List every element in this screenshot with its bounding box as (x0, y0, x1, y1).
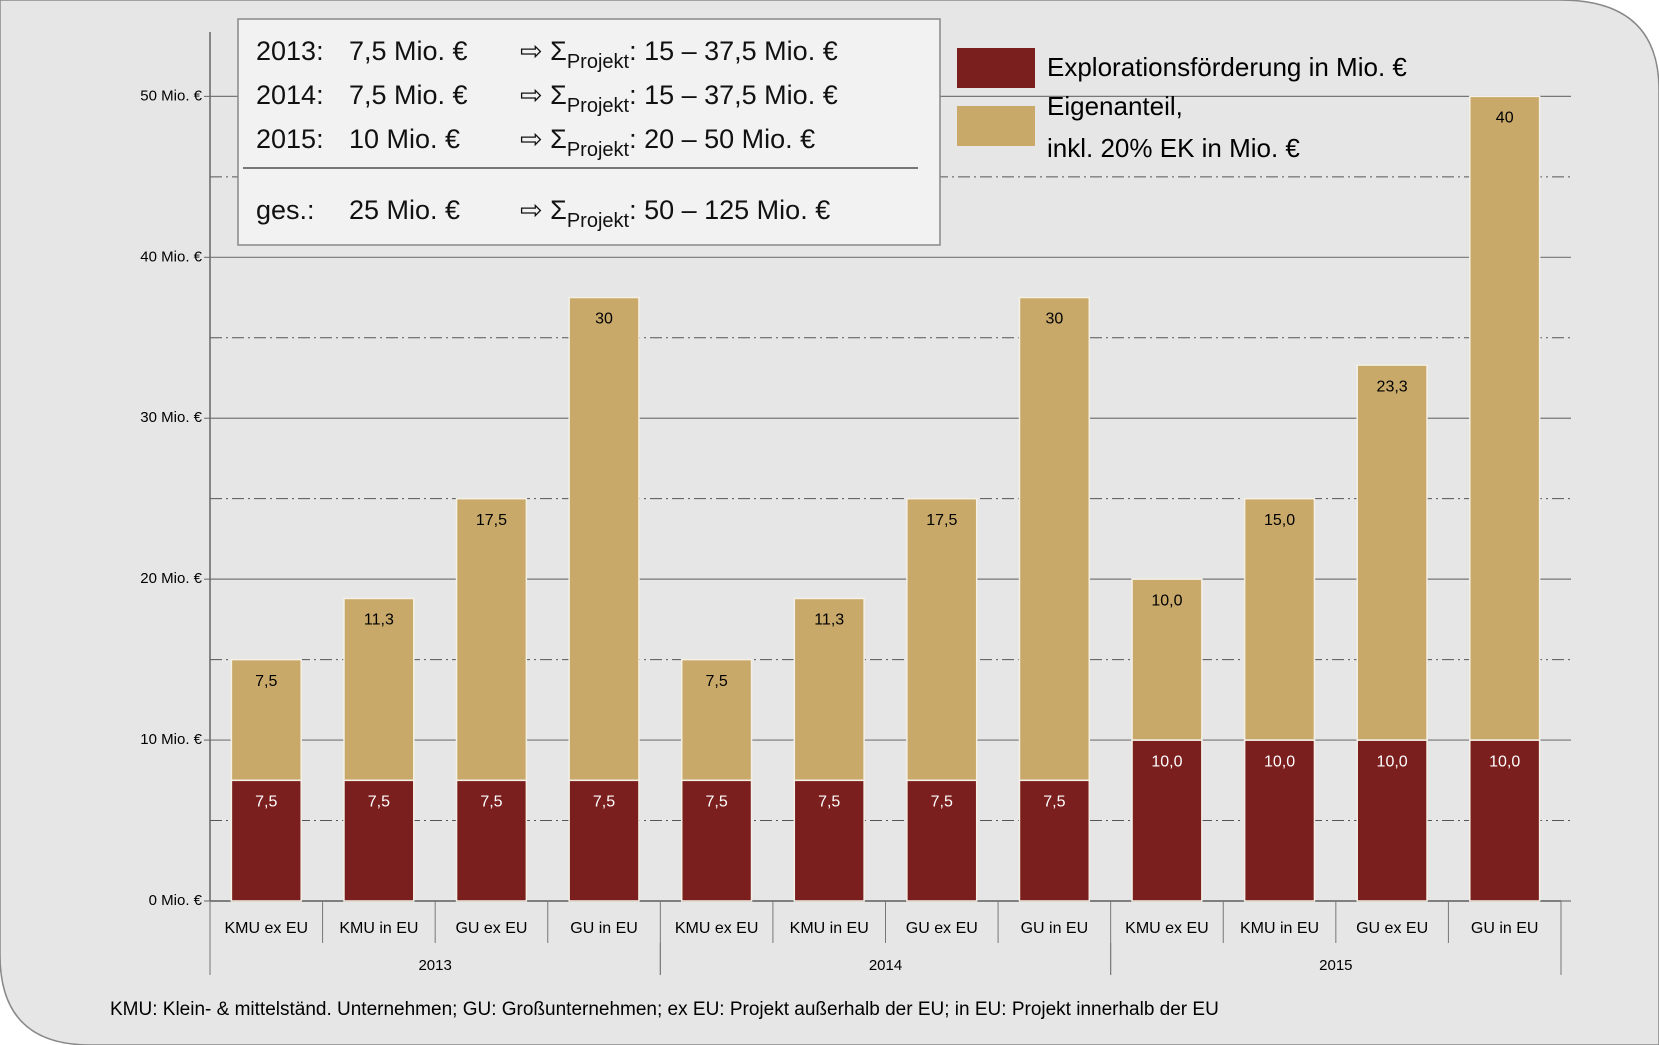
x-tick-label: GU ex EU (455, 920, 527, 937)
x-tick-label: GU in EU (1021, 920, 1089, 937)
info-sub: Projekt (567, 139, 630, 161)
x-tick-label: GU ex EU (1356, 920, 1428, 937)
info-sub: Projekt (567, 210, 630, 232)
legend-swatch (957, 48, 1035, 88)
bar-segment (230, 658, 302, 782)
value-label: 7,5 (593, 794, 615, 811)
bar-segment (568, 296, 640, 782)
bar-segment (906, 497, 978, 782)
value-label: 7,5 (255, 673, 277, 690)
legend-label: Explorationsförderung in Mio. € (1047, 52, 1407, 82)
group-label: 2015 (1319, 957, 1352, 974)
info-amount: 7,5 Mio. € (349, 80, 468, 110)
bar-segment (343, 779, 415, 902)
info-range: : 20 – 50 Mio. € (629, 124, 815, 154)
y-tick-label: 50 Mio. € (140, 87, 202, 104)
value-label: 10,0 (1489, 753, 1520, 770)
value-label: 17,5 (926, 512, 957, 529)
value-label: 23,3 (1377, 378, 1408, 395)
info-row: 2014: 7,5 Mio. € ⇨ ΣProjekt: 15 – 37,5 Mio… (256, 80, 838, 117)
bar-segment (1243, 497, 1316, 741)
value-label: 7,5 (1043, 794, 1065, 811)
info-year: 2015: (256, 124, 324, 154)
info-amount: 7,5 Mio. € (349, 36, 468, 66)
bar-segment (793, 779, 865, 902)
x-tick-label: KMU ex EU (1125, 920, 1209, 937)
value-label: 7,5 (706, 794, 728, 811)
value-label: 10,0 (1151, 753, 1182, 770)
info-range: : 15 – 37,5 Mio. € (629, 80, 838, 110)
bar-segment (1469, 739, 1541, 902)
value-label: 40 (1496, 110, 1514, 127)
group-label: 2013 (418, 957, 451, 974)
info-row: 2015: 10 Mio. € ⇨ ΣProjekt: 20 – 50 Mio. € (256, 124, 815, 161)
value-label: 15,0 (1264, 512, 1295, 529)
x-tick-label: KMU ex EU (675, 920, 759, 937)
value-label: 10,0 (1151, 592, 1182, 609)
x-tick-label: KMU in EU (790, 920, 869, 937)
info-year: 2013: (256, 36, 324, 66)
info-symbol: ⇨ Σ (520, 124, 567, 154)
value-label: 11,3 (364, 612, 394, 629)
info-amount: 25 Mio. € (349, 195, 460, 225)
value-label: 7,5 (706, 673, 728, 690)
value-label: 30 (595, 311, 613, 328)
info-sub: Projekt (567, 51, 630, 73)
info-year: ges.: (256, 195, 315, 225)
value-label: 17,5 (476, 512, 507, 529)
value-label: 30 (1045, 311, 1063, 328)
info-sub: Projekt (567, 95, 630, 117)
x-tick-label: GU in EU (570, 920, 638, 937)
y-tick-label: 10 Mio. € (140, 731, 202, 748)
info-symbol: ⇨ Σ (520, 36, 567, 66)
info-range: : 50 – 125 Mio. € (629, 195, 830, 225)
bar-segment (455, 779, 528, 902)
bar-segment (1356, 364, 1428, 741)
legend-label: inkl. 20% EK in Mio. € (1047, 133, 1300, 163)
bar-segment (568, 779, 640, 902)
info-row: 2013: 7,5 Mio. € ⇨ ΣProjekt: 15 – 37,5 Mio… (256, 36, 838, 73)
value-label: 7,5 (818, 794, 840, 811)
bar-segment (680, 658, 753, 782)
value-label: 7,5 (255, 794, 277, 811)
info-symbol: ⇨ Σ (520, 195, 567, 225)
bar-segment (455, 497, 528, 782)
value-label: 7,5 (368, 794, 390, 811)
bar-segment (1018, 779, 1091, 902)
y-tick-label: 30 Mio. € (140, 409, 202, 426)
bar-segment (793, 597, 865, 782)
bar-segment (680, 779, 753, 902)
x-tick-label: KMU in EU (339, 920, 418, 937)
y-tick-label: 0 Mio. € (149, 892, 203, 909)
x-tick-label: KMU in EU (1240, 920, 1319, 937)
group-label: 2014 (869, 957, 902, 974)
legend-swatch (957, 106, 1035, 146)
bar-segment (343, 597, 415, 782)
info-amount: 10 Mio. € (349, 124, 460, 154)
value-label: 10,0 (1377, 753, 1408, 770)
bar-segment (1356, 739, 1428, 902)
legend-label: Eigenanteil, (1047, 91, 1183, 121)
x-tick-label: KMU ex EU (225, 920, 309, 937)
x-tick-label: GU in EU (1471, 920, 1539, 937)
bar-segment (1469, 95, 1541, 741)
footnote: KMU: Klein- & mittelständ. Unternehmen; … (110, 999, 1219, 1020)
info-row: ges.: 25 Mio. € ⇨ ΣProjekt: 50 – 125 Mio. … (256, 195, 830, 232)
y-tick-label: 20 Mio. € (140, 570, 202, 587)
y-tick-label: 40 Mio. € (140, 248, 202, 265)
value-label: 11,3 (814, 612, 844, 629)
value-label: 7,5 (931, 794, 953, 811)
bar-segment (1243, 739, 1316, 902)
bar-segment (1018, 296, 1091, 782)
bar-segment (1131, 578, 1203, 741)
info-year: 2014: (256, 80, 324, 110)
value-label: 10,0 (1264, 753, 1295, 770)
value-label: 7,5 (480, 794, 502, 811)
info-range: : 15 – 37,5 Mio. € (629, 36, 838, 66)
info-symbol: ⇨ Σ (520, 80, 567, 110)
bar-segment (1131, 739, 1203, 902)
x-tick-label: GU ex EU (906, 920, 978, 937)
info-box (237, 18, 941, 246)
